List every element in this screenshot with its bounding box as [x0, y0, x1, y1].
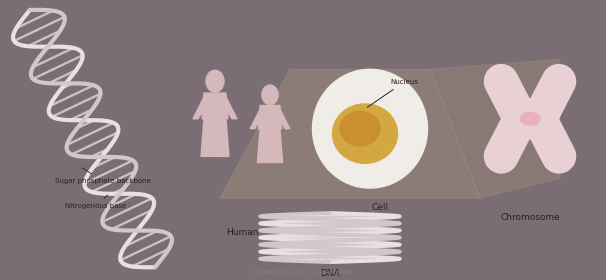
Polygon shape	[202, 93, 228, 119]
Polygon shape	[220, 69, 480, 198]
Text: Nitrogenous base: Nitrogenous base	[65, 195, 126, 209]
Polygon shape	[430, 59, 560, 198]
Ellipse shape	[262, 85, 278, 105]
Polygon shape	[258, 106, 282, 129]
Ellipse shape	[313, 69, 427, 188]
Ellipse shape	[206, 70, 224, 92]
Polygon shape	[270, 129, 282, 162]
Ellipse shape	[340, 111, 380, 146]
Ellipse shape	[333, 104, 398, 163]
Polygon shape	[201, 119, 215, 157]
Text: Sugar phosphate backbone: Sugar phosphate backbone	[55, 168, 151, 184]
Text: shutterstock.com · 2184038981: shutterstock.com · 2184038981	[253, 270, 353, 275]
Polygon shape	[258, 129, 270, 162]
Ellipse shape	[520, 113, 540, 125]
Polygon shape	[215, 119, 229, 157]
Polygon shape	[250, 109, 264, 129]
Text: Cell: Cell	[371, 203, 388, 212]
Polygon shape	[222, 97, 237, 119]
Text: Human: Human	[226, 228, 258, 237]
Text: Chromosome: Chromosome	[500, 213, 560, 222]
Polygon shape	[276, 109, 290, 129]
Text: DNA: DNA	[320, 269, 340, 278]
Polygon shape	[193, 97, 208, 119]
Text: Nucleus: Nucleus	[367, 79, 418, 107]
